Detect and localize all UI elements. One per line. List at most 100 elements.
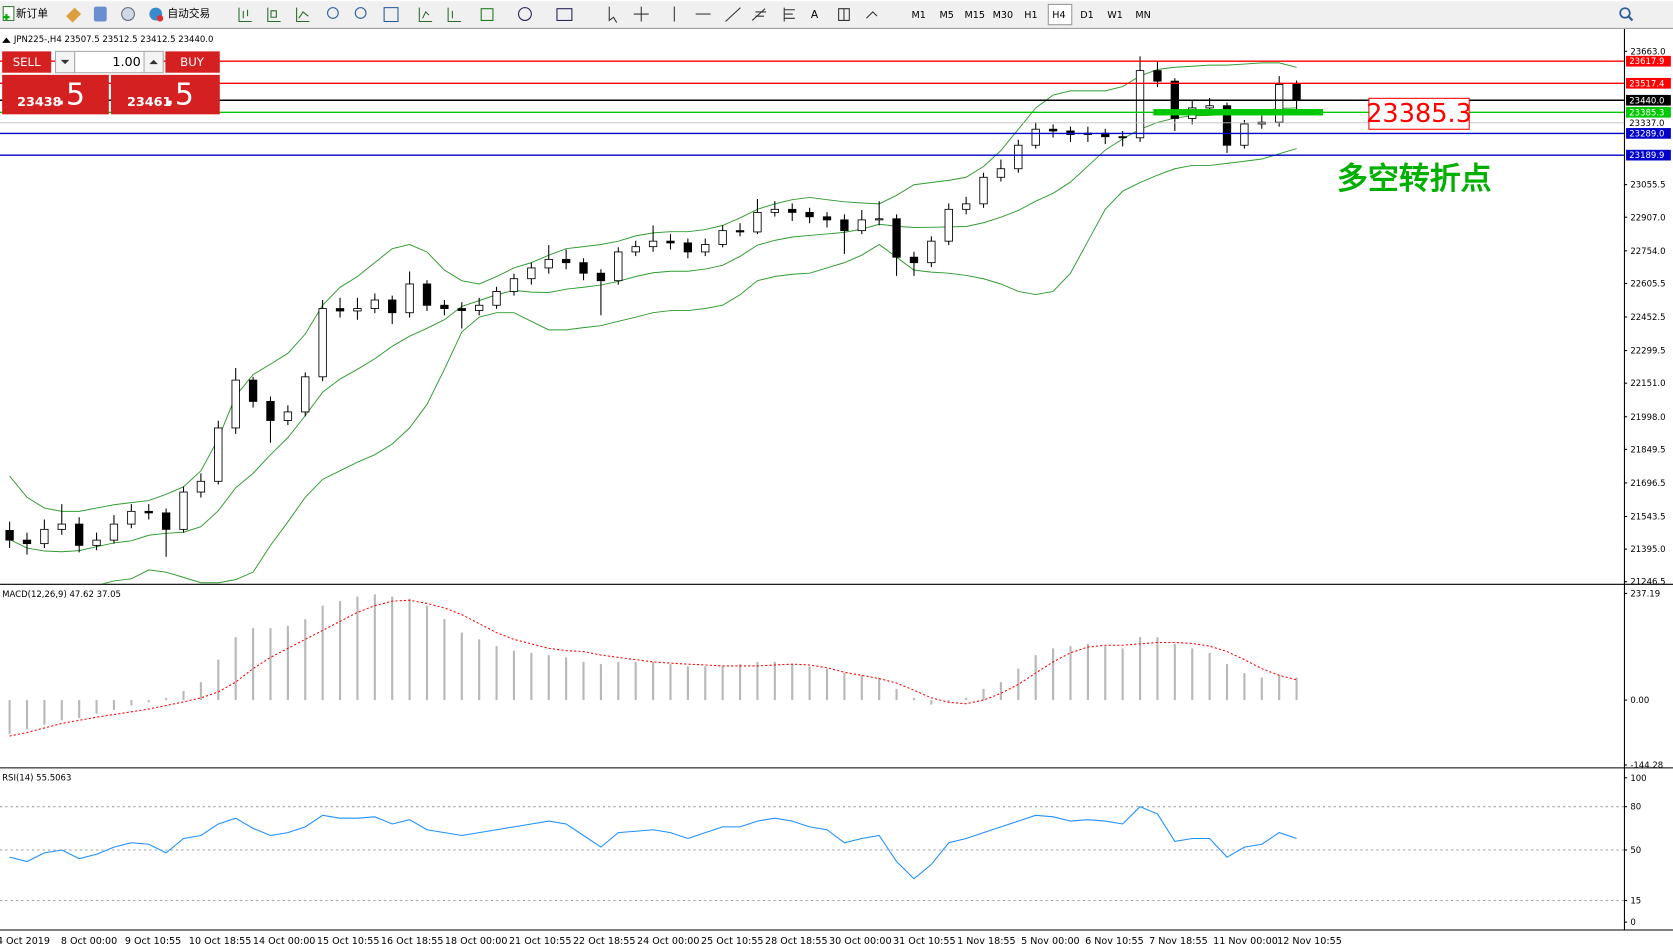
- candle-body: [666, 240, 675, 244]
- ask-box[interactable]: [110, 74, 220, 115]
- candle-body: [788, 208, 797, 213]
- search-icon[interactable]: [1627, 15, 1634, 22]
- x-tick-label: 24 Oct 00:00: [637, 936, 700, 947]
- level-label: 23440.0: [1629, 96, 1664, 106]
- x-tick-label: 15 Oct 10:55: [317, 936, 380, 947]
- candle-body: [927, 240, 936, 264]
- pane-title: RSI(14) 55.5063: [2, 773, 71, 783]
- level-label-box: [1626, 94, 1671, 106]
- collapse-icon[interactable]: [2, 37, 11, 43]
- y-tick-label: 23663.0: [1630, 47, 1665, 57]
- timeframe-button[interactable]: MN: [1135, 10, 1150, 21]
- x-tick-label: 31 Oct 10:55: [893, 936, 956, 947]
- candle-body: [127, 510, 136, 525]
- annotation-price: 23385.3: [1366, 99, 1472, 129]
- x-tick-label: 25 Oct 10:55: [701, 936, 764, 947]
- y-tick-label: 21395.0: [1630, 545, 1665, 555]
- x-tick-label: 7 Nov 18:55: [1149, 936, 1208, 947]
- level-label: 23617.9: [1629, 57, 1664, 67]
- bollinger-lower: [100, 148, 1297, 584]
- candle-body: [1222, 105, 1232, 146]
- text-tool[interactable]: A: [811, 8, 819, 21]
- chart-tools[interactable]: [238, 7, 573, 23]
- timeframes: M1 M5 M15 M30 H1 H4 D1 W1 MN: [911, 3, 1151, 26]
- annotation-note: 多空转折点: [1337, 161, 1492, 197]
- y-tick-label: 237.19: [1630, 589, 1660, 599]
- icon[interactable]: [66, 7, 82, 23]
- level-label: 23189.9: [1629, 151, 1664, 161]
- candle-body: [735, 230, 745, 233]
- candle-body: [753, 211, 762, 233]
- drawing-tools[interactable]: [608, 6, 878, 23]
- timeframe-button[interactable]: H1: [1024, 10, 1037, 21]
- candle-body: [944, 208, 953, 242]
- candle-body: [144, 510, 153, 514]
- candle-body: [475, 304, 484, 311]
- y-tick-label: 15: [1630, 897, 1641, 907]
- candle-body: [1292, 84, 1301, 101]
- bid-fraction: .5: [57, 78, 85, 113]
- candle-body: [388, 299, 397, 314]
- candle-body: [335, 308, 345, 312]
- icon[interactable]: [93, 6, 107, 22]
- timeframe-button[interactable]: M5: [940, 10, 954, 21]
- candle-body: [527, 267, 536, 280]
- candle-body: [718, 230, 727, 245]
- volume-value: 1.00: [112, 55, 141, 70]
- dropdown-arrow: [60, 59, 70, 65]
- candle-body: [909, 256, 919, 264]
- candle-body: [5, 530, 14, 541]
- candle-body: [996, 168, 1006, 178]
- chart-area: JPN225-,H4 23507.5 23512.5 23412.5 23440…: [0, 28, 1673, 947]
- candle-body: [648, 240, 658, 248]
- y-tick-label: 0: [1630, 918, 1635, 928]
- buy-label: BUY: [180, 55, 205, 69]
- x-tick-label: 14 Oct 00:00: [253, 936, 316, 947]
- candle-body: [109, 523, 119, 541]
- bid-box[interactable]: [2, 74, 109, 115]
- x-tick-label: 9 Oct 10:55: [125, 936, 181, 947]
- icon[interactable]: [121, 7, 135, 21]
- new-order-button[interactable]: 新订单: [2, 6, 48, 21]
- candle-body: [1275, 84, 1284, 123]
- pane: [0, 806, 1624, 902]
- pane-title: MACD(12,26,9) 47.62 37.05: [2, 590, 121, 600]
- x-tick-label: 18 Oct 00:00: [445, 936, 508, 947]
- timeframe-button[interactable]: M15: [965, 10, 986, 21]
- auto-trading-button[interactable]: 自动交易: [149, 7, 211, 22]
- candle-body: [57, 523, 66, 530]
- buy-button[interactable]: [165, 51, 220, 73]
- y-tick-label: 22299.5: [1630, 347, 1665, 357]
- y-tick-label: 21543.5: [1630, 513, 1665, 523]
- timeframe-button[interactable]: M30: [993, 10, 1014, 21]
- x-tick-label: 6 Nov 10:55: [1085, 936, 1144, 947]
- x-tick-label: 8 Oct 00:00: [61, 936, 117, 947]
- timeframe-button[interactable]: W1: [1107, 10, 1123, 21]
- candle-body: [561, 258, 571, 264]
- ask-main: 23461: [127, 95, 172, 110]
- active-timeframe: [1047, 3, 1073, 26]
- candle-body: [22, 539, 32, 545]
- sell-label: SELL: [13, 55, 41, 69]
- pane: [8, 594, 1298, 737]
- y-tick-label: 22754.0: [1630, 247, 1665, 257]
- auto-trading-label: 自动交易: [168, 7, 211, 20]
- annotation-box: [1368, 97, 1470, 130]
- x-tick-label: 22 Oct 18:55: [573, 936, 636, 947]
- sell-button[interactable]: [2, 51, 52, 73]
- candle-body: [353, 308, 362, 312]
- bid-main: 23438: [17, 95, 62, 110]
- timeframe-button[interactable]: H4: [1052, 10, 1065, 21]
- candle-body: [370, 299, 379, 309]
- candle-body: [1240, 123, 1249, 146]
- candle-body: [614, 251, 623, 282]
- y-tick-label: 21246.5: [1630, 578, 1665, 588]
- timeframe-button[interactable]: D1: [1080, 10, 1094, 21]
- candle-body: [979, 176, 988, 205]
- candle-body: [1205, 105, 1214, 109]
- search-icon[interactable]: [1619, 7, 1631, 19]
- candle-body: [161, 512, 171, 530]
- timeframe-button[interactable]: M1: [911, 10, 925, 21]
- level-label-box: [1626, 128, 1671, 139]
